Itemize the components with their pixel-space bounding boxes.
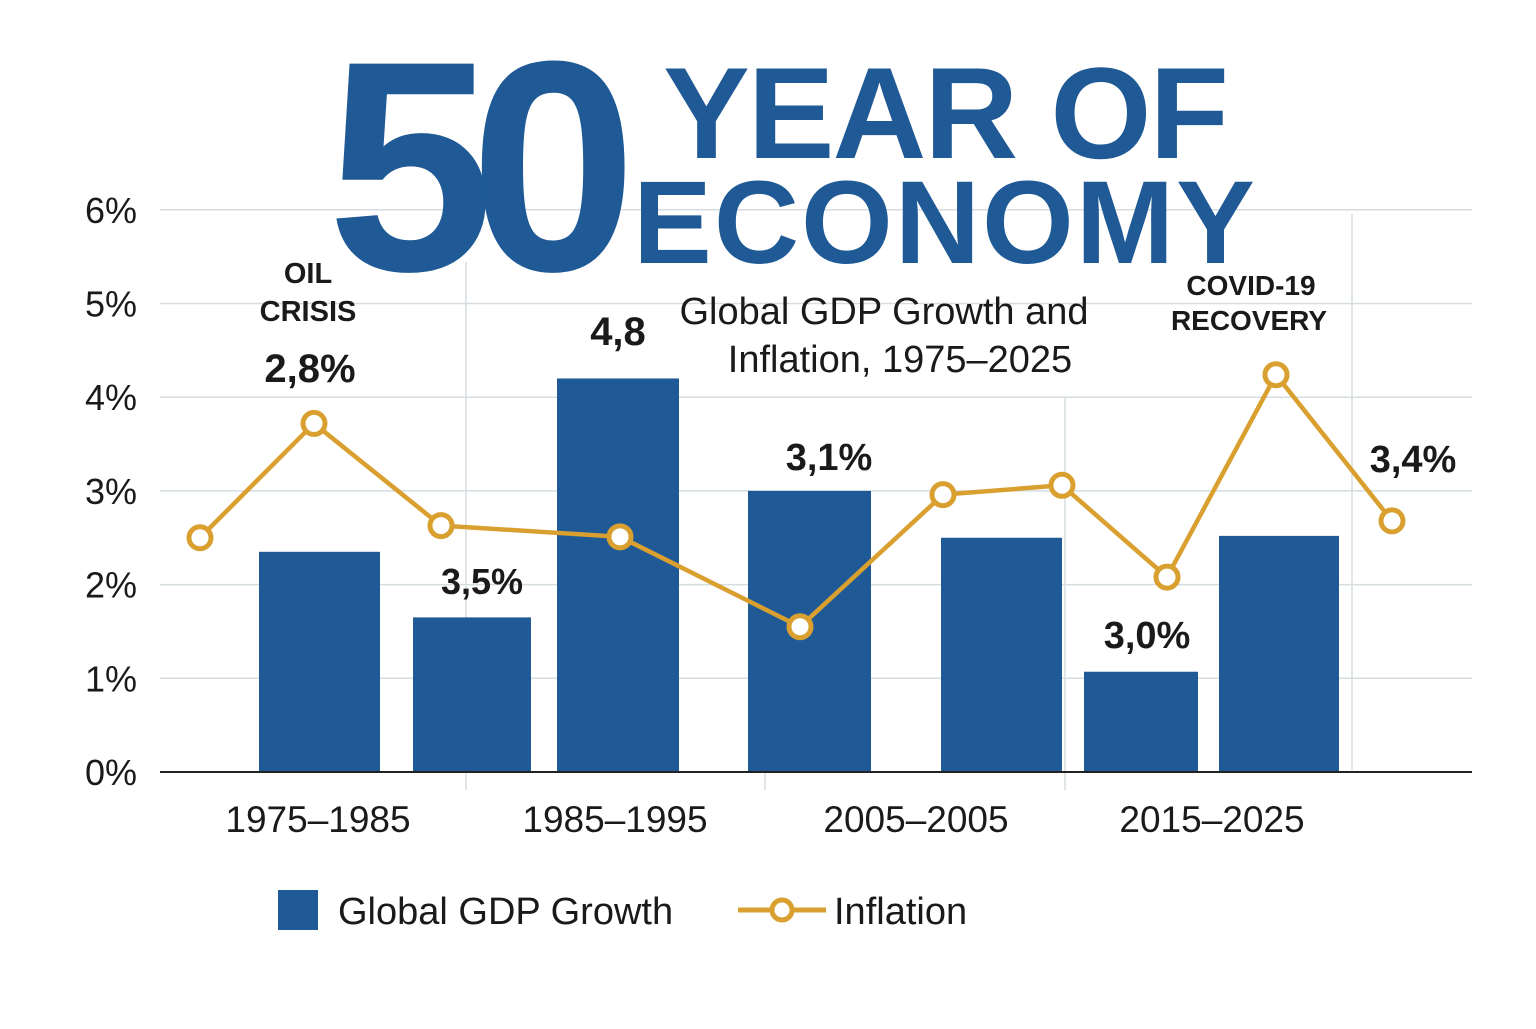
data-label-0: 2,8% — [264, 347, 355, 391]
y-tick-label-1: 1% — [85, 658, 137, 699]
inflation-line — [198, 372, 1394, 630]
legend-gdp-swatch — [278, 890, 318, 930]
x-tick-labels: 1975–1985 1985–1995 2005–2005 2015–2025 — [225, 799, 1304, 840]
annotation-oil-line1: OIL — [284, 258, 332, 290]
inflation-point-9 — [1378, 507, 1406, 535]
y-tick-label-2: 2% — [85, 565, 137, 606]
chart-subtitle-line1: Global GDP Growth and — [679, 291, 1088, 333]
data-label-5: 3,4% — [1370, 439, 1457, 481]
headline-number: 50 — [327, 0, 625, 334]
y-tick-label-6: 6% — [85, 190, 137, 231]
inflation-point-0 — [186, 524, 214, 552]
legend-inflation-label: Inflation — [834, 891, 967, 933]
gdp-bar-5 — [1084, 671, 1198, 772]
gdp-bar-0 — [259, 551, 380, 772]
bars-layer — [259, 378, 1339, 772]
legend: Global GDP Growth Inflation — [278, 890, 967, 933]
gdp-bar-6 — [1219, 535, 1339, 772]
annotation-covid-line2: RECOVERY — [1171, 305, 1327, 336]
data-label-4: 3,0% — [1104, 615, 1191, 657]
inflation-point-5 — [929, 481, 957, 509]
y-tick-label-3: 3% — [85, 471, 137, 512]
inflation-point-1 — [300, 409, 328, 437]
data-label-1: 3,5% — [441, 561, 523, 602]
legend-inflation-marker — [769, 897, 795, 923]
inflation-point-7 — [1153, 563, 1181, 591]
y-tick-labels: 0% 1% 2% 3% 4% 5% 6% — [85, 190, 137, 793]
y-tick-label-4: 4% — [85, 377, 137, 418]
inflation-point-2 — [427, 512, 455, 540]
gdp-bar-2 — [557, 378, 679, 772]
chart-subtitle-line2: Inflation, 1975–2025 — [728, 339, 1072, 381]
inflation-point-4 — [786, 613, 814, 641]
annotation-oil-line2: CRISIS — [260, 296, 357, 328]
x-tick-label-1: 1985–1995 — [522, 799, 707, 840]
y-tick-label-5: 5% — [85, 284, 137, 325]
y-tick-label-0: 0% — [85, 752, 137, 793]
data-label-2: 4,8 — [590, 310, 646, 354]
line-layer — [186, 361, 1406, 641]
gdp-bar-1 — [413, 617, 531, 772]
data-label-3: 3,1% — [786, 437, 873, 479]
headline-line1: YEAR OF — [663, 40, 1227, 186]
legend-gdp-label: Global GDP Growth — [338, 891, 673, 933]
inflation-point-6 — [1048, 471, 1076, 499]
headline-line2: ECONOMY — [633, 157, 1257, 289]
gdp-bar-4 — [941, 537, 1062, 772]
x-tick-label-3: 2015–2025 — [1119, 799, 1304, 840]
x-tick-label-0: 1975–1985 — [225, 799, 410, 840]
annotation-covid-line1: COVID-19 — [1186, 270, 1315, 301]
x-tick-label-2: 2005–2005 — [823, 799, 1008, 840]
inflation-point-3 — [606, 523, 634, 551]
inflation-point-8 — [1262, 361, 1290, 389]
